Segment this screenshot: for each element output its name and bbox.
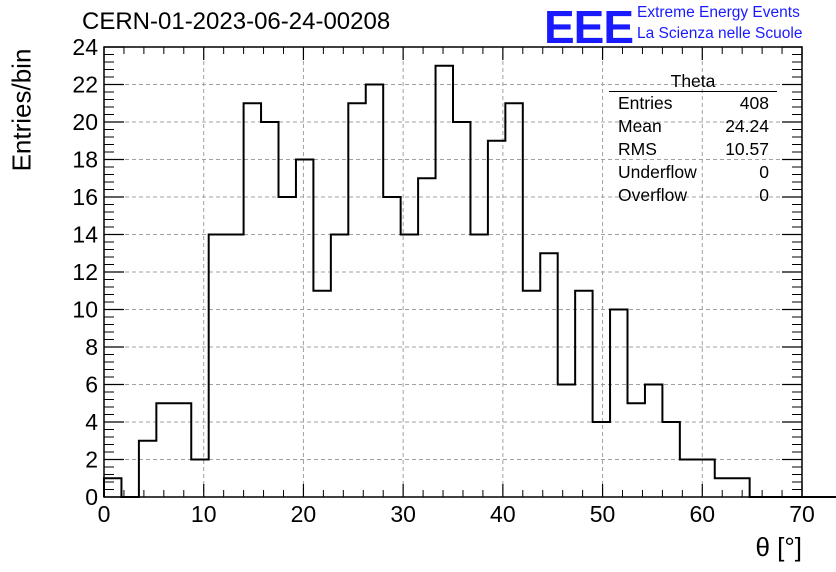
y-tick-label: 10	[72, 297, 98, 323]
y-tick-label: 24	[72, 34, 98, 60]
y-tick-label: 0	[85, 484, 98, 510]
logo-line-2: La Scienza nelle Scuole	[637, 25, 803, 42]
y-tick-label: 12	[72, 259, 98, 285]
stats-row-rms: RMS 10.57	[609, 138, 777, 161]
x-tick-label: 60	[689, 501, 715, 527]
stats-box: Theta Entries 408 Mean 24.24 RMS 10.57 U…	[609, 72, 777, 207]
stats-value: 0	[759, 162, 769, 182]
y-tick-label: 2	[85, 447, 98, 473]
stats-row-overflow: Overflow 0	[609, 184, 777, 207]
stats-value: 0	[759, 185, 769, 205]
x-tick-label: 30	[390, 501, 416, 527]
y-tick-label: 18	[72, 147, 98, 173]
y-tick-label: 8	[85, 334, 98, 360]
x-tick-label: 70	[789, 501, 815, 527]
histogram-line	[103, 64, 836, 498]
stats-label: RMS	[618, 139, 657, 159]
logo-line-1: Extreme Energy Events	[637, 4, 800, 21]
x-tick-label: 40	[490, 501, 516, 527]
stats-value: 10.57	[725, 139, 769, 159]
stats-label: Underflow	[618, 162, 697, 182]
stats-label: Entries	[618, 93, 673, 113]
x-axis-label: θ [°]	[755, 532, 802, 562]
stats-label: Mean	[618, 116, 662, 136]
stats-row-entries: Entries 408	[609, 92, 777, 115]
y-tick-label: 20	[72, 109, 98, 135]
x-tick-label: 50	[590, 501, 616, 527]
y-axis-label: Entries/bin	[6, 48, 37, 172]
stats-value: 408	[739, 93, 769, 113]
x-tick-label: 0	[98, 501, 111, 527]
y-tick-label: 22	[72, 72, 98, 98]
stats-title: Theta	[609, 72, 777, 92]
plot-frame	[103, 46, 803, 498]
eee-logo-mark: EEE	[544, 1, 634, 53]
y-tick-label: 16	[72, 184, 98, 210]
x-tick-label: 20	[291, 501, 317, 527]
y-tick-label: 14	[72, 222, 98, 248]
stats-row-mean: Mean 24.24	[609, 115, 777, 138]
x-tick-label: 10	[191, 501, 217, 527]
stats-row-underflow: Underflow 0	[609, 161, 777, 184]
plot-title: CERN-01-2023-06-24-00208	[82, 8, 391, 35]
stats-value: 24.24	[725, 116, 769, 136]
y-tick-label: 6	[85, 372, 98, 398]
y-tick-label: 4	[85, 409, 98, 435]
stats-label: Overflow	[618, 185, 688, 205]
